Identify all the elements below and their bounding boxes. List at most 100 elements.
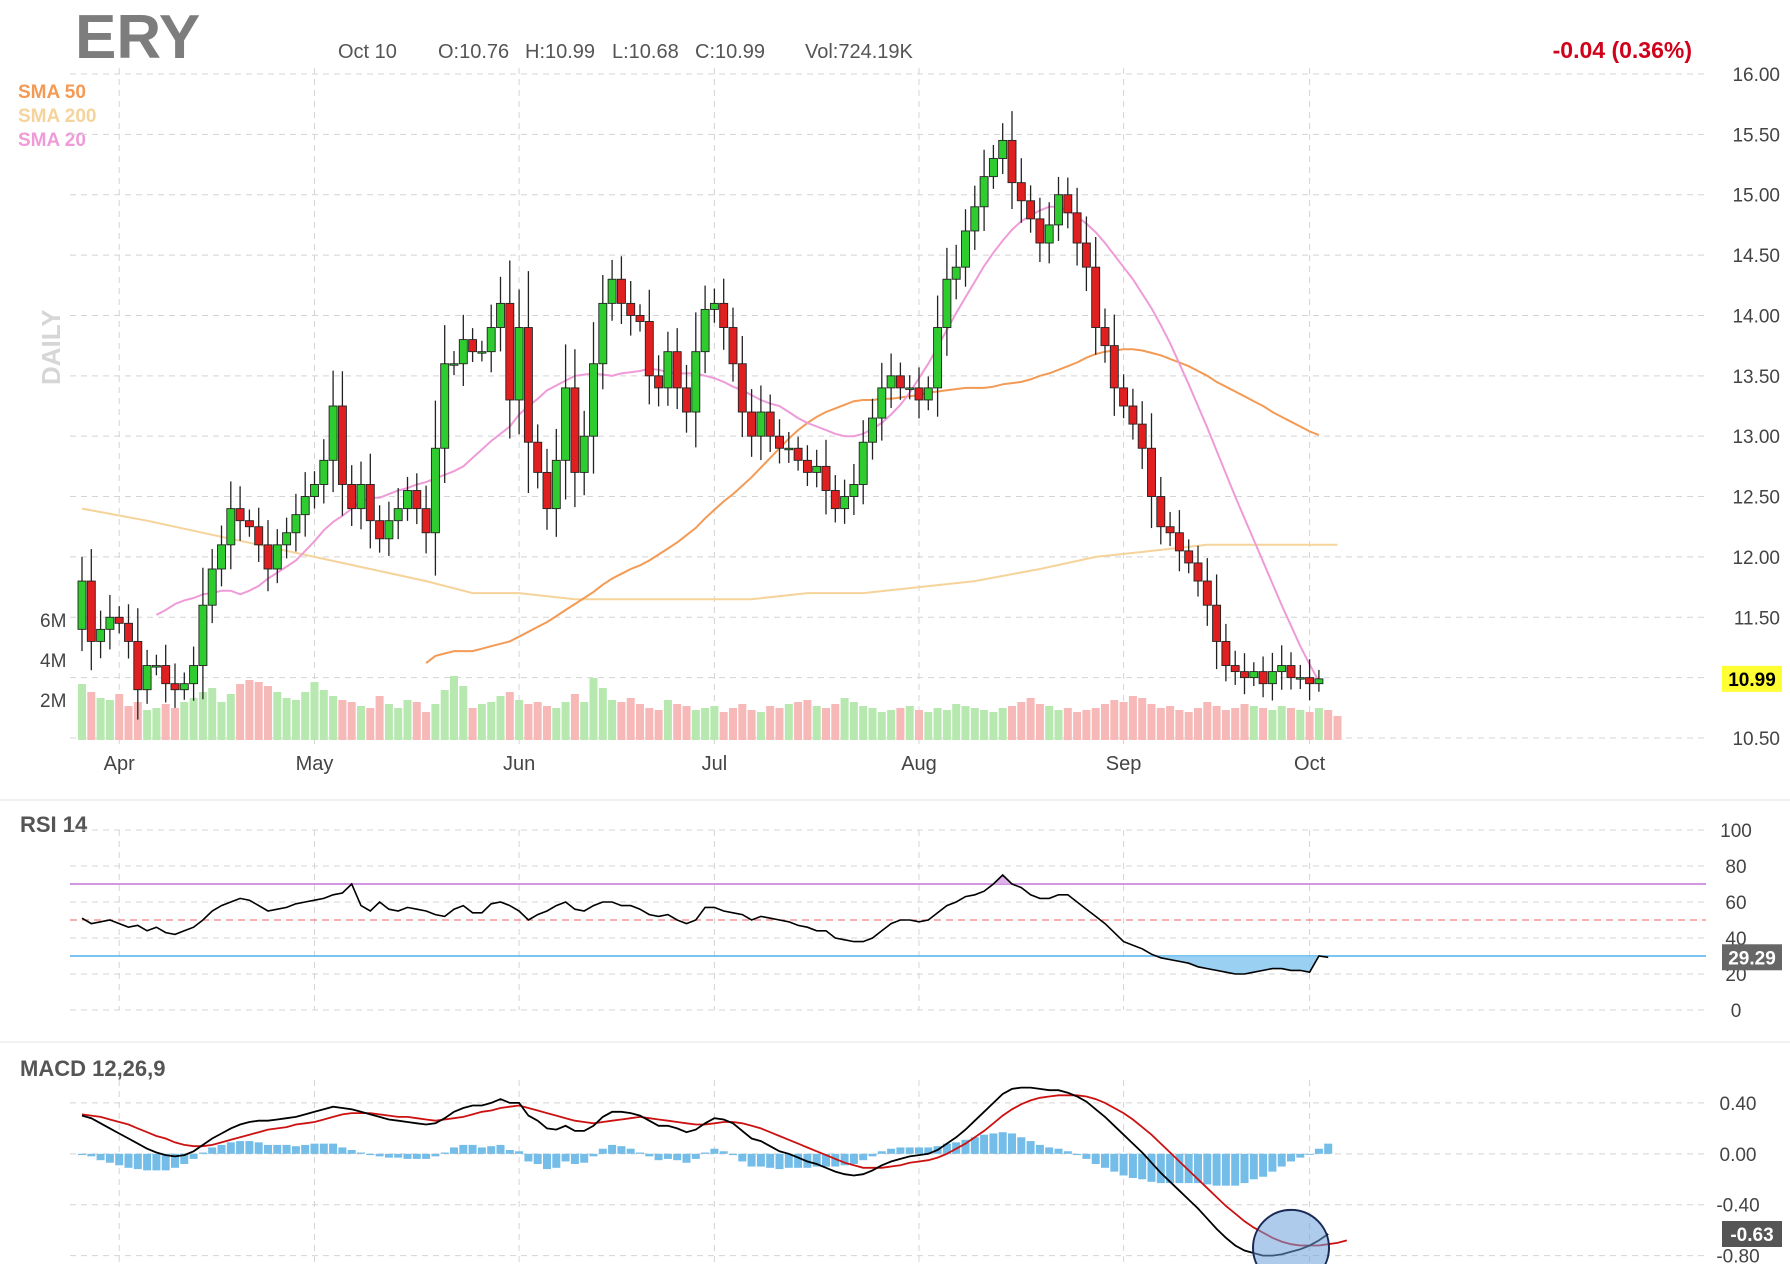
volume-bar bbox=[794, 702, 803, 740]
candle bbox=[337, 371, 347, 516]
volume-bar bbox=[663, 700, 672, 740]
macd-histogram-bar bbox=[496, 1144, 505, 1154]
macd-histogram-bar bbox=[682, 1153, 691, 1163]
macd-histogram-bar bbox=[273, 1144, 282, 1154]
macd-histogram-bar bbox=[859, 1153, 868, 1161]
volume-bar bbox=[915, 710, 923, 740]
volume-bar bbox=[905, 706, 914, 740]
candle bbox=[700, 285, 710, 374]
volume-bar bbox=[673, 704, 682, 740]
macd-histogram-bar bbox=[989, 1133, 998, 1154]
candle bbox=[133, 608, 143, 720]
candle-body bbox=[356, 484, 366, 510]
candle bbox=[644, 289, 654, 405]
volume-bar bbox=[822, 708, 830, 740]
macd-histogram-bar bbox=[468, 1144, 477, 1154]
x-tick-label: Jul bbox=[702, 753, 728, 775]
macd-histogram-bar bbox=[589, 1153, 598, 1157]
candle bbox=[244, 509, 254, 537]
macd-histogram-bar bbox=[375, 1153, 384, 1157]
volume-bar bbox=[1008, 706, 1016, 740]
candle bbox=[468, 328, 478, 362]
macd-histogram-bar bbox=[840, 1153, 849, 1166]
macd-histogram-bar bbox=[1259, 1153, 1268, 1177]
volume-bar bbox=[468, 708, 477, 740]
candle bbox=[719, 278, 729, 350]
macd-histogram-bar bbox=[1203, 1153, 1212, 1185]
macd-histogram-bar bbox=[96, 1153, 105, 1161]
volume-bar bbox=[264, 686, 272, 740]
candle-body bbox=[691, 351, 701, 413]
macd-histogram-bar bbox=[756, 1153, 765, 1167]
candle bbox=[282, 517, 292, 559]
volume-bar bbox=[291, 700, 300, 740]
rsi-value-badge bbox=[1722, 944, 1782, 971]
candle bbox=[1128, 388, 1138, 440]
candle-body bbox=[589, 363, 598, 437]
candle bbox=[1212, 574, 1222, 670]
volume-bar bbox=[245, 680, 254, 740]
candle-body bbox=[765, 411, 775, 437]
candle bbox=[728, 307, 738, 382]
candle-body bbox=[1230, 665, 1240, 673]
macd-histogram-bar bbox=[701, 1152, 710, 1154]
candle bbox=[356, 461, 366, 530]
candle-body bbox=[1314, 678, 1324, 685]
candle bbox=[161, 644, 171, 703]
candle bbox=[1184, 539, 1194, 574]
candle bbox=[300, 472, 310, 537]
macd-histogram-bar bbox=[310, 1143, 319, 1154]
candle bbox=[551, 428, 561, 537]
candle-body bbox=[1044, 224, 1054, 244]
candle-body bbox=[579, 435, 589, 473]
bar-open: O:10.76 bbox=[438, 41, 509, 63]
candle bbox=[310, 471, 319, 509]
volume-bar bbox=[1259, 708, 1268, 740]
candle bbox=[635, 304, 645, 332]
candle bbox=[458, 314, 468, 387]
candle-body bbox=[86, 580, 96, 642]
candle-body bbox=[998, 139, 1008, 159]
macd-histogram-bar bbox=[673, 1153, 682, 1161]
candle-body bbox=[682, 387, 691, 413]
macd-histogram-bar bbox=[1268, 1153, 1277, 1172]
y-tick-label: 100 bbox=[1720, 821, 1752, 842]
candle-body bbox=[988, 158, 998, 178]
macd-histogram-bar bbox=[691, 1153, 700, 1159]
candle bbox=[607, 259, 617, 321]
candle-body bbox=[384, 520, 394, 540]
volume-bar bbox=[598, 688, 607, 740]
macd-histogram-bar bbox=[1287, 1153, 1295, 1162]
macd-histogram-bar bbox=[291, 1146, 300, 1154]
y-tick-label: 15.50 bbox=[1732, 125, 1780, 146]
volume-bar bbox=[1314, 708, 1323, 740]
candle-body bbox=[802, 459, 812, 473]
macd-histogram-bar bbox=[1045, 1147, 1054, 1154]
volume-bar bbox=[366, 708, 375, 740]
macd-histogram-bar bbox=[626, 1148, 635, 1154]
macd-histogram-bar bbox=[180, 1153, 189, 1164]
candle bbox=[263, 520, 273, 592]
macd-histogram-bar bbox=[161, 1153, 170, 1171]
volume-bar bbox=[431, 704, 440, 740]
volume-bar bbox=[477, 704, 486, 740]
ticker-symbol: ERY bbox=[75, 3, 200, 72]
candle-body bbox=[235, 508, 245, 522]
x-tick-label: May bbox=[296, 753, 334, 775]
macd-histogram-bar bbox=[208, 1147, 217, 1154]
candle bbox=[970, 185, 980, 250]
macd-histogram-bar bbox=[1296, 1153, 1305, 1158]
candle-body bbox=[793, 447, 803, 461]
candle-body bbox=[607, 278, 617, 304]
volume-bar bbox=[217, 702, 226, 740]
macd-value-label: -0.63 bbox=[1730, 1225, 1773, 1246]
macd-histogram-bar bbox=[412, 1153, 421, 1159]
candle bbox=[775, 419, 784, 464]
macd-title: MACD 12,26,9 bbox=[20, 1056, 166, 1081]
bar-low: L:10.68 bbox=[612, 41, 679, 63]
candle-body bbox=[486, 327, 496, 353]
candle-body bbox=[449, 363, 459, 366]
candle-body bbox=[523, 327, 533, 443]
volume-bar bbox=[775, 708, 784, 740]
